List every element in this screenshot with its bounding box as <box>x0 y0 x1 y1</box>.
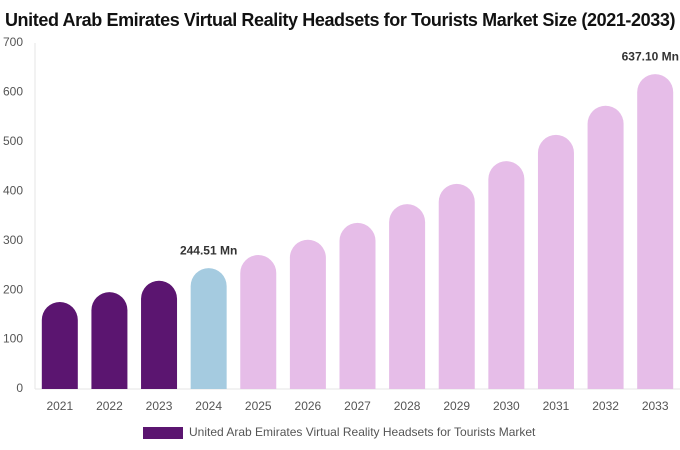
bar <box>438 183 475 389</box>
bar <box>240 255 277 389</box>
y-tick-label: 400 <box>3 183 23 197</box>
y-tick-label: 700 <box>3 35 23 49</box>
bar <box>91 292 128 389</box>
x-tick-label: 2025 <box>245 399 272 413</box>
bar <box>190 268 227 389</box>
bar <box>289 239 326 389</box>
bar <box>339 222 376 389</box>
x-tick-label: 2028 <box>394 399 421 413</box>
data-label: 637.10 Mn <box>622 49 679 63</box>
legend-label: United Arab Emirates Virtual Reality Hea… <box>189 425 536 439</box>
bar <box>537 134 574 389</box>
bar <box>637 74 674 389</box>
x-tick-label: 2027 <box>344 399 371 413</box>
data-label: 244.51 Mn <box>180 243 237 257</box>
y-tick-label: 100 <box>3 332 23 346</box>
x-tick-label: 2031 <box>543 399 570 413</box>
bar <box>389 204 426 389</box>
x-tick-label: 2026 <box>295 399 322 413</box>
x-tick-label: 2024 <box>195 399 222 413</box>
x-tick-label: 2023 <box>146 399 173 413</box>
x-tick-label: 2032 <box>592 399 619 413</box>
x-tick-label: 2022 <box>96 399 123 413</box>
bar <box>141 280 178 389</box>
x-tick-label: 2033 <box>642 399 669 413</box>
legend-swatch <box>143 427 183 439</box>
x-tick-label: 2029 <box>443 399 470 413</box>
chart-title: United Arab Emirates Virtual Reality Hea… <box>5 10 676 30</box>
bar <box>587 105 624 389</box>
y-tick-label: 300 <box>3 233 23 247</box>
bar <box>41 302 78 389</box>
y-tick-label: 200 <box>3 282 23 296</box>
y-tick-label: 0 <box>16 381 23 395</box>
y-tick-label: 500 <box>3 134 23 148</box>
x-tick-label: 2030 <box>493 399 520 413</box>
y-tick-label: 600 <box>3 85 23 99</box>
bar <box>488 161 525 389</box>
x-tick-label: 2021 <box>46 399 73 413</box>
